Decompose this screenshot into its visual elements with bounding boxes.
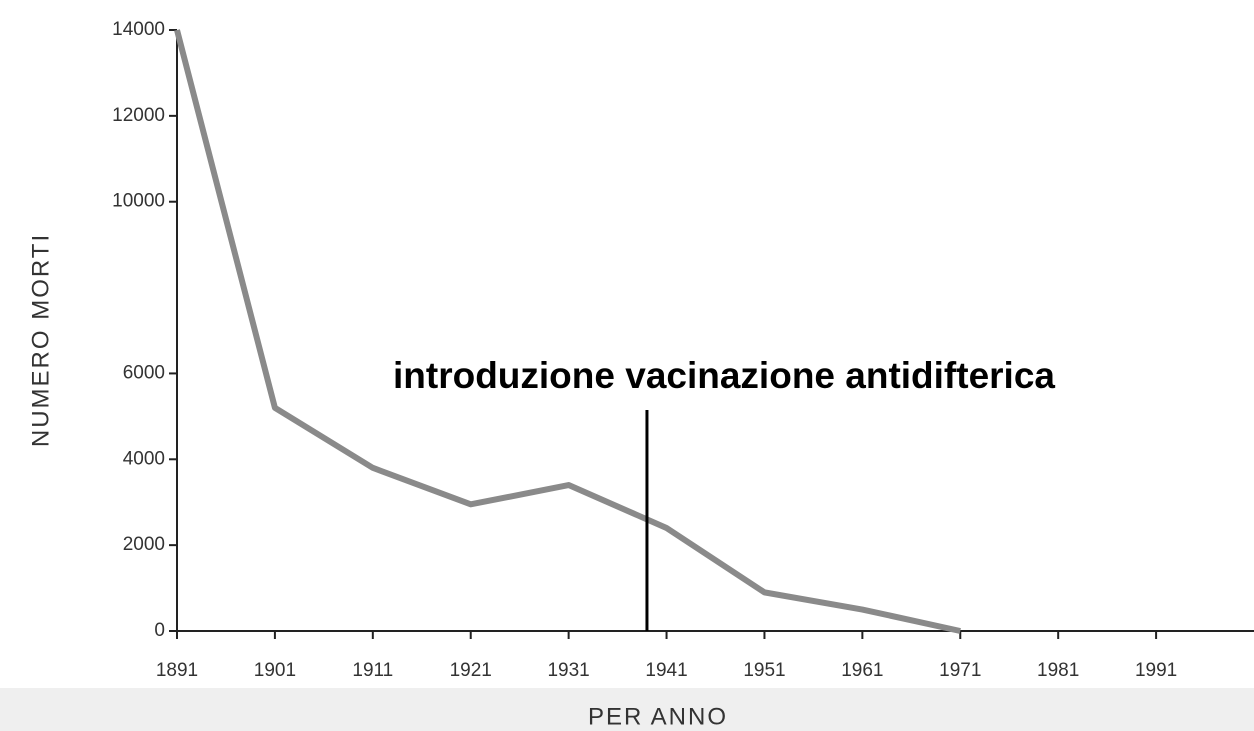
x-tick-label: 1951 (743, 660, 785, 681)
x-tick-label: 1941 (645, 660, 687, 681)
y-tick-label: 2000 (123, 534, 165, 555)
x-tick-label: 1991 (1135, 660, 1177, 681)
bottom-band (0, 688, 1254, 731)
data-line (174, 29, 961, 634)
annotation-text: introduzione vacinazione antidifterica (393, 355, 1055, 396)
x-tick-label: 1891 (156, 660, 198, 681)
y-tick-label: 14000 (112, 19, 165, 40)
y-tick-label: 0 (154, 620, 165, 641)
x-axis-title: PER ANNO (588, 703, 728, 730)
x-tick-label: 1931 (547, 660, 589, 681)
x-tick-label: 1901 (254, 660, 296, 681)
x-tick-label: 1981 (1037, 660, 1079, 681)
y-tick-label: 12000 (112, 105, 165, 126)
y-tick-label: 4000 (123, 448, 165, 469)
y-tick-label: 10000 (112, 191, 165, 212)
x-tick-label: 1971 (939, 660, 981, 681)
y-axis-title: NUMERO MORTI (27, 233, 54, 447)
x-tick-label: 1961 (841, 660, 883, 681)
x-tick-label: 1921 (450, 660, 492, 681)
x-tick-label: 1911 (352, 660, 393, 681)
y-tick-label: 6000 (123, 362, 165, 383)
